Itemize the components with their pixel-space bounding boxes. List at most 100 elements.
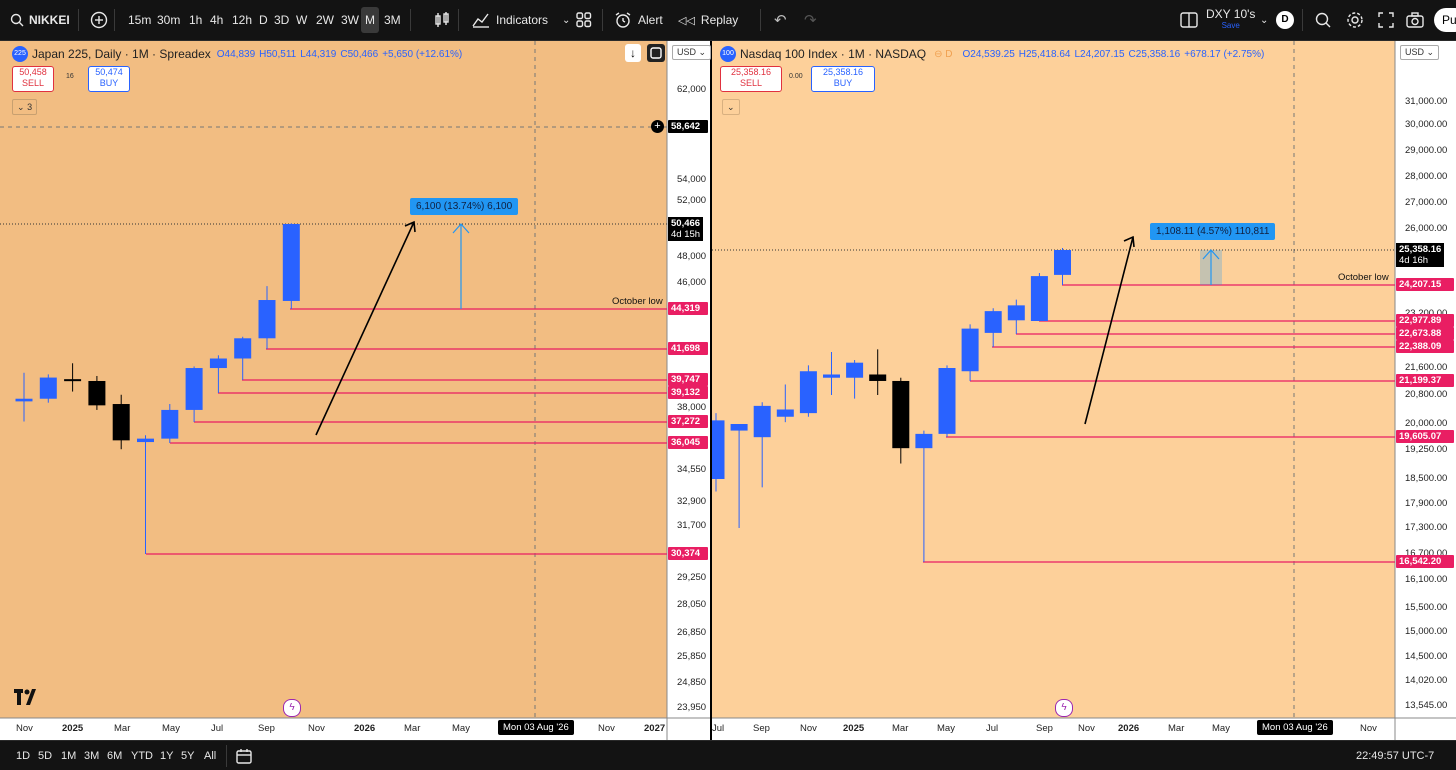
interval-d[interactable]: D — [259, 13, 268, 27]
interval-m[interactable]: M — [361, 7, 379, 33]
range-3m[interactable]: 3M — [84, 749, 100, 762]
time-axis-label: Jul — [712, 723, 725, 734]
undo-icon[interactable]: ↶ — [774, 12, 787, 29]
lightning-icon[interactable]: ϟ — [1055, 699, 1073, 717]
quick-search-button[interactable] — [1310, 0, 1336, 40]
level-price-tag: 24,207.15 — [1396, 277, 1454, 291]
indicator-count: 3 — [27, 102, 33, 112]
interval-w[interactable]: W — [296, 13, 308, 27]
interval-15m[interactable]: 15m — [128, 13, 152, 27]
level-price-tag: 39,132 — [668, 386, 708, 399]
range-ytd[interactable]: YTD — [131, 749, 153, 762]
last-price-tag: 50,466 4d 15h — [668, 217, 704, 241]
price-scale-label: 29,250 — [677, 572, 707, 583]
left-buy-price: 50,474 — [95, 67, 123, 77]
last-price-tag: 25,358.16 4d 16h — [1396, 242, 1445, 267]
layout-name[interactable]: DXY 10's Save — [1202, 0, 1259, 40]
layout-chevron-down-icon[interactable]: ⌄ — [1260, 14, 1269, 26]
right-sell-label: SELL — [739, 78, 763, 88]
range-all[interactable]: All — [204, 749, 217, 762]
price-scale-label: 46,000 — [677, 277, 707, 288]
crosshair-date-tag: Mon 03 Aug '26 — [1257, 720, 1333, 735]
avatar[interactable]: D — [1272, 0, 1298, 40]
indicators-button[interactable]: Indicators ⌄ — [468, 0, 574, 40]
price-scale-label: 16,100.00 — [1405, 574, 1448, 585]
interval-2w[interactable]: 2W — [316, 13, 334, 27]
price-scale-label: 54,000 — [677, 174, 707, 185]
time-axis-label: Mar — [114, 723, 131, 734]
add-alert-plus-icon[interactable]: + — [651, 120, 664, 133]
clock[interactable]: 22:49:57 UTC-7 — [1356, 749, 1435, 762]
layout-button[interactable] — [1176, 0, 1202, 40]
candle-body — [799, 371, 817, 414]
templates-button[interactable] — [572, 0, 596, 40]
right-ohlc-change: +678.17 (+2.75%) — [1184, 48, 1265, 60]
symbol-search[interactable]: NIKKEI — [6, 0, 74, 40]
trend-arrow-head — [1123, 235, 1135, 248]
calendar-icon — [236, 748, 252, 764]
replay-button[interactable]: ◁◁ Replay — [674, 0, 742, 40]
time-axis-label: Nov — [1360, 723, 1377, 734]
range-5d[interactable]: 5D — [38, 749, 53, 762]
chart-background — [712, 41, 1395, 718]
level-price-tag: 16,542.20 — [1396, 554, 1454, 568]
right-ohlc-o: O24,539.25 — [962, 48, 1015, 60]
add-symbol-button[interactable] — [86, 0, 112, 40]
price-scale-label: 26,000.00 — [1405, 223, 1448, 234]
bar-countdown: 4d 15h — [671, 229, 701, 240]
chart-type-button[interactable] — [430, 0, 454, 40]
publish-button[interactable]: Pu — [1430, 0, 1456, 40]
right-buy-button[interactable]: 25,358.16 BUY — [811, 66, 875, 92]
measure-arrow-head — [1202, 249, 1220, 260]
interval-30m[interactable]: 30m — [157, 13, 181, 27]
candle-body — [209, 358, 227, 369]
left-buy-button[interactable]: 50,474 BUY — [88, 66, 130, 92]
left-chart-canvas[interactable] — [0, 41, 710, 740]
chart-panel-left[interactable]: 225 Japan 225, Daily · 1M · Spreadex O44… — [0, 41, 712, 740]
time-axis-label: May — [162, 723, 180, 734]
date-range-button[interactable] — [236, 741, 252, 770]
snapshot-button[interactable] — [1402, 0, 1428, 40]
level-price-tag: 22,388.09 — [1396, 339, 1454, 353]
fullscreen-button[interactable] — [1374, 0, 1398, 40]
interval-3w[interactable]: 3W — [341, 13, 359, 27]
range-1y[interactable]: 1Y — [160, 749, 174, 762]
chart-panel-right[interactable]: 100 Nasdaq 100 Index · 1M · NASDAQ ⊖ D O… — [712, 41, 1456, 740]
candle-body — [915, 433, 933, 449]
scroll-down-arrow-icon[interactable]: ↓ — [625, 44, 641, 62]
lightning-icon[interactable]: ϟ — [283, 699, 301, 717]
range-5y[interactable]: 5Y — [181, 749, 195, 762]
level-price-tag: 44,319 — [668, 302, 708, 315]
redo-icon[interactable]: ↷ — [804, 12, 817, 29]
right-sell-button[interactable]: 25,358.16 SELL — [720, 66, 782, 92]
alert-button[interactable]: Alert — [610, 0, 667, 40]
left-ohlc-o: O44,839 — [216, 48, 256, 60]
price-scale-label: 29,000.00 — [1405, 145, 1448, 156]
indicators-collapse-button[interactable]: ⌄ 3 — [12, 99, 38, 115]
time-axis-label: Mar — [892, 723, 909, 734]
left-sell-label: SELL — [21, 78, 45, 88]
right-indicators-collapse-button[interactable]: ⌄ — [722, 99, 740, 115]
interval-3m[interactable]: 3M — [384, 13, 401, 27]
right-buy-price: 25,358.16 — [822, 67, 864, 77]
candle-body — [39, 377, 57, 399]
interval-3d[interactable]: 3D — [274, 13, 290, 27]
right-symbol-title[interactable]: Nasdaq 100 Index · 1M · NASDAQ — [740, 47, 927, 61]
interval-1h[interactable]: 1h — [189, 13, 203, 27]
currency-selector[interactable]: USD ⌄ — [1400, 45, 1440, 60]
interval-12h[interactable]: 12h — [232, 13, 253, 27]
right-chart-canvas[interactable] — [712, 41, 1456, 740]
maximize-icon[interactable] — [647, 44, 665, 62]
price-scale-label: 38,000 — [677, 402, 707, 413]
interval-4h[interactable]: 4h — [210, 13, 224, 27]
left-sell-button[interactable]: 50,458 SELL — [12, 66, 54, 92]
range-1m[interactable]: 1M — [61, 749, 77, 762]
top-toolbar: NIKKEI 15m 30m 1h 4h 12h D 3D W 2W 3W M 3M Indicato… — [0, 0, 1456, 41]
settings-button[interactable] — [1342, 0, 1368, 40]
time-axis-label: Mar — [404, 723, 421, 734]
october-low-label: October low — [1338, 271, 1389, 283]
left-symbol-title[interactable]: Japan 225, Daily · 1M · Spreadex — [32, 47, 211, 61]
range-1d[interactable]: 1D — [16, 749, 31, 762]
currency-selector[interactable]: USD ⌄ — [672, 45, 712, 60]
range-6m[interactable]: 6M — [107, 749, 123, 762]
